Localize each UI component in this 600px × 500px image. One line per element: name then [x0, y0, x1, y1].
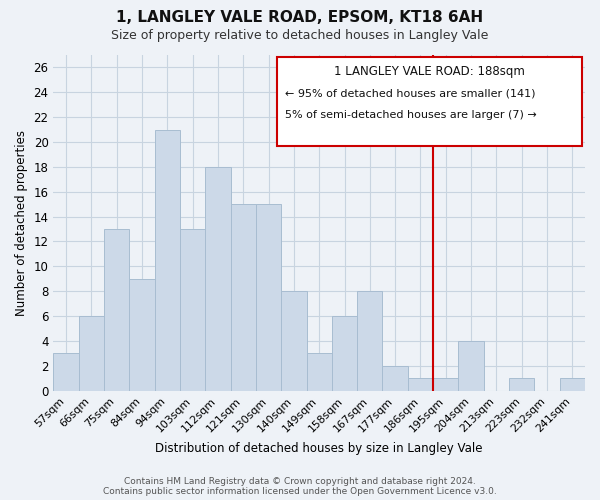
Bar [281, 291, 307, 390]
Bar [104, 229, 130, 390]
Text: Contains HM Land Registry data © Crown copyright and database right 2024.: Contains HM Land Registry data © Crown c… [124, 477, 476, 486]
Bar [357, 291, 382, 390]
Bar [382, 366, 408, 390]
Bar [509, 378, 535, 390]
Bar [155, 130, 180, 390]
Text: ← 95% of detached houses are smaller (141): ← 95% of detached houses are smaller (14… [284, 88, 535, 99]
FancyBboxPatch shape [277, 56, 583, 146]
Text: Contains public sector information licensed under the Open Government Licence v3: Contains public sector information licen… [103, 487, 497, 496]
Bar [307, 354, 332, 391]
X-axis label: Distribution of detached houses by size in Langley Vale: Distribution of detached houses by size … [155, 442, 483, 455]
Bar [256, 204, 281, 390]
Bar [79, 316, 104, 390]
Text: 5% of semi-detached houses are larger (7) →: 5% of semi-detached houses are larger (7… [284, 110, 536, 120]
Bar [433, 378, 458, 390]
Bar [458, 341, 484, 390]
Bar [205, 167, 230, 390]
Text: 1, LANGLEY VALE ROAD, EPSOM, KT18 6AH: 1, LANGLEY VALE ROAD, EPSOM, KT18 6AH [116, 10, 484, 25]
Bar [230, 204, 256, 390]
Text: Size of property relative to detached houses in Langley Vale: Size of property relative to detached ho… [112, 29, 488, 42]
Bar [180, 229, 205, 390]
Bar [408, 378, 433, 390]
Y-axis label: Number of detached properties: Number of detached properties [15, 130, 28, 316]
Bar [560, 378, 585, 390]
Bar [332, 316, 357, 390]
Bar [130, 278, 155, 390]
Text: 1 LANGLEY VALE ROAD: 188sqm: 1 LANGLEY VALE ROAD: 188sqm [334, 65, 525, 78]
Bar [53, 354, 79, 391]
